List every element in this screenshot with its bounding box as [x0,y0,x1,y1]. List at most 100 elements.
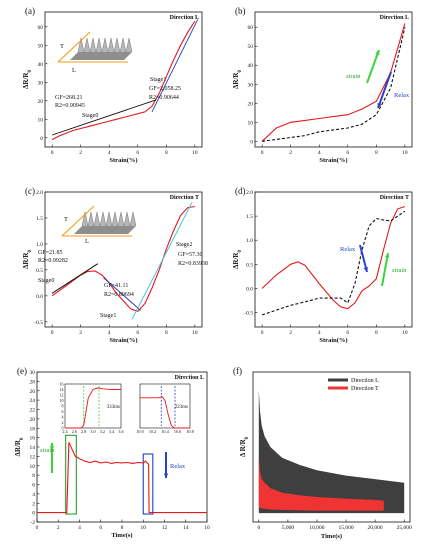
plot-frame [44,11,203,148]
relax-arrow-head [163,473,169,478]
x-tick-label: 10,000 [309,525,324,531]
x-tick-label: 2 [289,150,292,156]
inset-y-tick-label: 0 [62,426,64,431]
y-tick-label: 20 [38,99,44,105]
y-tick-label: 30 [30,370,36,376]
x-tick-label: 8 [375,150,378,156]
panel-d: 0 2 4 6 8 10 -0.5 0.0 0.5 1.0 1.5 2.0(d) Direction T… [232,186,413,344]
x-tick-label: 4 [108,150,111,156]
gf-label: GF=41.11 [104,283,128,289]
y-tick-label: 20 [248,101,254,107]
plot-frame [254,11,413,148]
x-tick-label: 14 [183,525,189,531]
stage-label: Stage0 [38,278,54,284]
panel-label: (f) [233,366,242,376]
series-relax [262,27,406,142]
panel-label: (a) [25,6,35,16]
strain-label: strain [392,267,407,274]
sample-illustration [57,31,133,63]
zoom-inset: 10.0 10.2 10.4 10.6 10.8 223ms [136,383,194,434]
series-strain [261,23,406,142]
y-axis-label: Δ R/R0 [239,436,250,457]
fit-line [51,263,99,294]
y-tick-label: 0 [250,139,253,145]
x-tick-label: 0 [261,330,264,336]
x-tick-label: 0 [257,525,260,531]
y-tick-label: 0 [32,511,35,517]
legend-label: Direction T [351,386,379,392]
inset-T-label: T [64,216,68,223]
x-tick-label: 0 [36,525,39,531]
inset-x-tick-label: 3.6 [118,429,123,434]
series-relax [261,210,406,316]
inset-x-tick-label: 10.8 [186,429,193,434]
r2-label: R2=0.90945 [55,103,85,109]
panel-a: 0 2 4 6 8 10 0 10 20 30 40 50 60 (a) Direction L Strain… [22,6,203,164]
stage-label: Stage1 [150,77,166,83]
plot-frame [254,191,413,328]
y-tick-label: 0.5 [36,268,43,274]
y-tick-label: 40 [248,63,254,69]
inset-duration-label: 223ms [175,405,188,410]
y-tick-label: 1.5 [246,214,253,220]
stage-label: Stage2 [176,242,192,248]
y-tick-label: 10 [38,117,44,123]
y-tick-label: 2.0 [246,190,253,196]
inset-y-tick-label: 6 [62,409,64,414]
panel-label: (d) [235,186,246,196]
y-tick-label: 10 [248,120,254,126]
y-tick-label: 14 [30,445,36,451]
gf-label: GF=268.21 [55,95,83,101]
y-tick-label: -0.5 [34,320,43,326]
y-axis-label: ΔR/R0 [232,250,243,269]
inset-x-tick-label: 3.2 [100,429,105,434]
x-tick-label: 20,000 [368,525,383,531]
fit-line [103,277,141,311]
x-tick-label: 10 [402,150,408,156]
relax-arrow-head [377,103,382,108]
y-tick-label: 50 [38,43,44,49]
x-axis-label: Time(s) [111,532,132,539]
x-tick-label: 0 [51,150,54,156]
x-tick-label: 2 [57,525,60,531]
y-tick-label: 40 [38,62,44,68]
inset-y-tick-label: 2 [62,420,64,425]
y-tick-label: 50 [248,44,254,50]
inset-L-label: L [85,238,89,245]
y-tick-label: 30 [38,80,44,86]
relax-label: Relax [394,92,410,99]
inset-T-label: T [60,43,64,50]
relax-arrow [377,71,392,109]
inset-x-tick-label: 10.2 [149,429,156,434]
panel-c: 0 2 4 6 8 10 -0.5 0.0 0.5 1.0 1.5 2.0(c) Direction T… [22,186,208,344]
inset-y-tick-label: 14 [60,387,64,392]
y-axis-label: ΔR/R0 [22,70,33,89]
stage-label: Stage0 [82,113,98,119]
inset-x-tick-label: 10.0 [136,429,143,434]
inset-y-tick-label: 12 [60,393,64,398]
data-line [51,20,196,141]
y-tick-label: 0.0 [36,294,43,300]
relax-arrow-head [363,267,368,272]
relax-label: Relax [170,463,186,470]
sample-base [70,52,132,60]
y-tick-label: 20 [30,417,36,423]
y-tick-label: 30 [248,82,254,88]
inset-x-tick-label: 3.0 [90,429,95,434]
inset-L-label: L [72,67,76,74]
highlight-box [65,434,77,515]
y-tick-label: 28 [30,379,36,385]
x-tick-label: 8 [165,150,168,156]
x-tick-label: 4 [78,525,81,531]
plot-frame [44,191,203,328]
data-line [51,205,195,313]
y-tick-label: 10 [30,464,36,470]
y-tick-label: 60 [38,25,44,31]
x-tick-label: 16 [204,525,210,531]
y-tick-label: 1.5 [36,216,43,222]
x-axis-label: Time(s) [321,533,342,540]
panel-label: (c) [25,186,35,196]
x-tick-label: 10 [402,330,408,336]
